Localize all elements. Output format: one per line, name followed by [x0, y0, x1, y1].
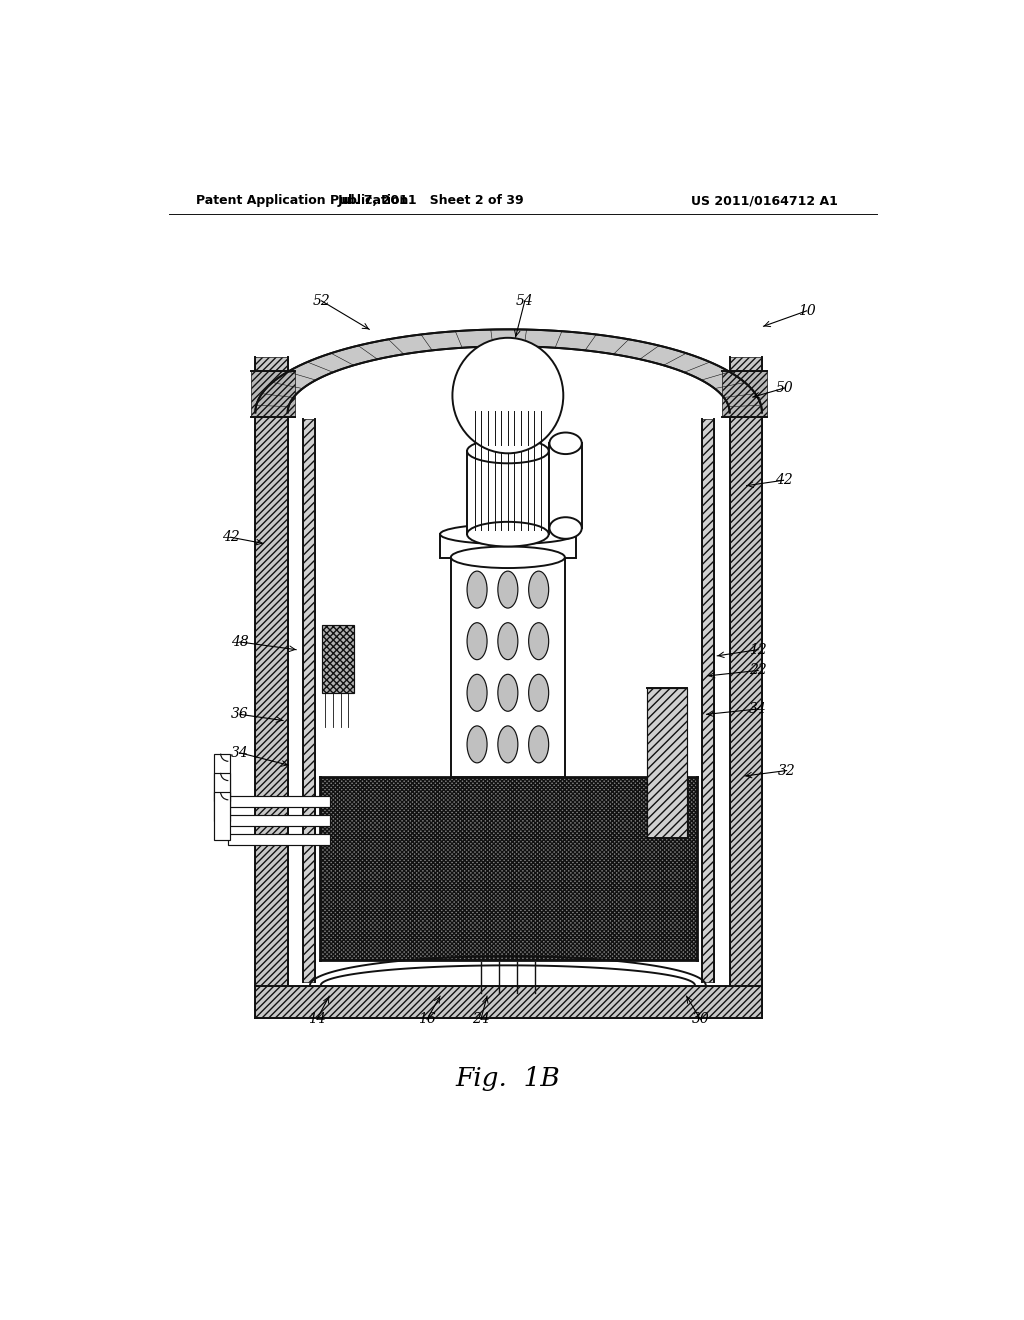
- Bar: [722, 371, 767, 417]
- Text: Jul. 7, 2011   Sheet 2 of 39: Jul. 7, 2011 Sheet 2 of 39: [338, 194, 524, 207]
- Text: 42: 42: [774, 474, 793, 487]
- Text: 24: 24: [472, 1012, 489, 1026]
- Bar: [228, 834, 330, 845]
- Bar: [440, 535, 575, 558]
- Ellipse shape: [498, 675, 518, 711]
- Ellipse shape: [528, 572, 549, 609]
- Ellipse shape: [467, 438, 549, 463]
- Text: 50: 50: [776, 381, 794, 395]
- Text: 14: 14: [308, 1012, 326, 1026]
- Bar: [214, 774, 230, 821]
- Ellipse shape: [467, 675, 487, 711]
- Bar: [214, 754, 230, 801]
- Text: 54: 54: [516, 294, 534, 308]
- Bar: [303, 418, 315, 982]
- Ellipse shape: [453, 338, 563, 453]
- Text: 34: 34: [750, 702, 767, 715]
- Bar: [319, 776, 697, 960]
- Ellipse shape: [498, 572, 518, 609]
- Ellipse shape: [451, 546, 565, 568]
- Ellipse shape: [467, 572, 487, 609]
- Text: Patent Application Publication: Patent Application Publication: [196, 194, 409, 207]
- Bar: [467, 451, 549, 535]
- Bar: [730, 358, 762, 986]
- Text: 12: 12: [750, 643, 767, 656]
- Ellipse shape: [550, 517, 582, 539]
- Ellipse shape: [528, 623, 549, 660]
- Bar: [255, 358, 288, 986]
- Text: 30: 30: [691, 1012, 710, 1026]
- Bar: [214, 792, 230, 840]
- Ellipse shape: [467, 726, 487, 763]
- Text: Fig.  1B: Fig. 1B: [456, 1067, 560, 1092]
- Bar: [255, 986, 762, 1019]
- Bar: [701, 418, 714, 982]
- Bar: [228, 796, 330, 807]
- Text: 22: 22: [750, 664, 767, 677]
- Text: 36: 36: [231, 708, 249, 721]
- Text: 16: 16: [418, 1012, 436, 1026]
- Ellipse shape: [528, 726, 549, 763]
- Ellipse shape: [467, 521, 549, 546]
- Text: 52: 52: [312, 294, 331, 308]
- Text: US 2011/0164712 A1: US 2011/0164712 A1: [691, 194, 838, 207]
- Bar: [647, 688, 687, 838]
- Text: 48: 48: [231, 635, 249, 649]
- Polygon shape: [255, 330, 762, 412]
- Ellipse shape: [498, 726, 518, 763]
- Bar: [228, 816, 330, 826]
- Text: 42: 42: [222, 531, 240, 544]
- Ellipse shape: [550, 433, 582, 454]
- Ellipse shape: [498, 623, 518, 660]
- Text: 34: 34: [231, 746, 249, 760]
- Bar: [322, 626, 354, 693]
- Ellipse shape: [467, 623, 487, 660]
- Text: 10: 10: [798, 304, 815, 318]
- Ellipse shape: [440, 524, 575, 544]
- Bar: [550, 444, 582, 528]
- Bar: [451, 557, 565, 776]
- Text: 32: 32: [777, 763, 796, 777]
- Bar: [251, 371, 295, 417]
- Ellipse shape: [528, 675, 549, 711]
